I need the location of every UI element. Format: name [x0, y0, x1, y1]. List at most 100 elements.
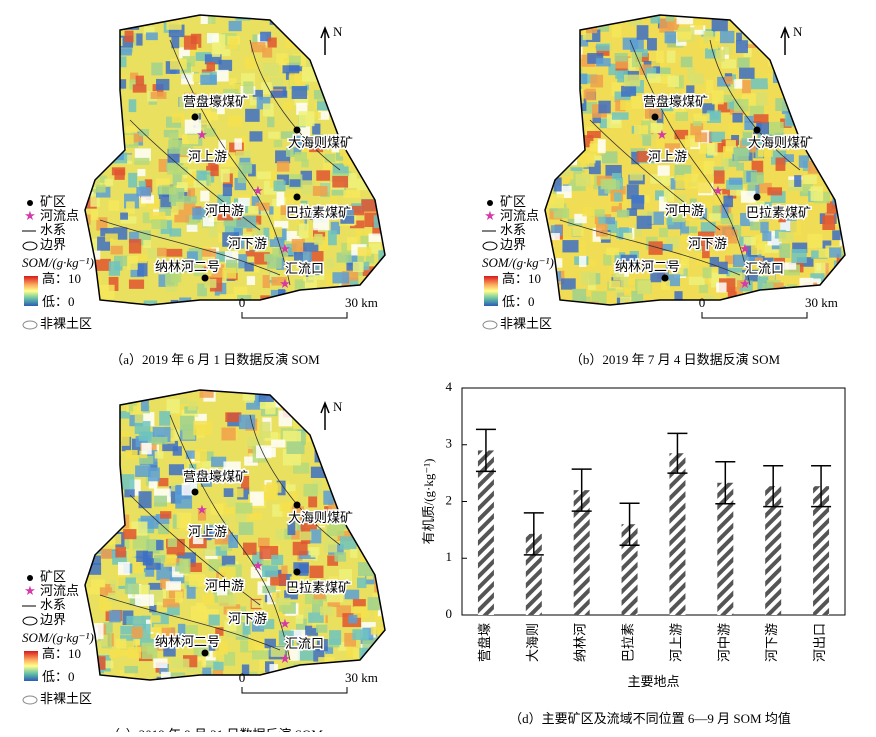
- map-pixel: [167, 538, 177, 547]
- map-pixel: [238, 414, 256, 430]
- map-pixel: [166, 21, 182, 30]
- map-pixel: [313, 41, 325, 52]
- map-pixel: [197, 509, 207, 521]
- map-pixel: [143, 26, 155, 35]
- map-pixel: [350, 548, 358, 558]
- plot-frame: [461, 387, 846, 616]
- map-pixel: [548, 15, 564, 20]
- map-pixel: [282, 502, 292, 518]
- map-pixel: [156, 540, 164, 551]
- map-pixel: [365, 15, 380, 24]
- colorbar: [24, 276, 38, 306]
- map-pixel: [135, 254, 148, 264]
- map-pixel: [263, 447, 276, 458]
- map-pixel: [295, 135, 303, 146]
- map-pixel: [736, 162, 744, 171]
- map-pixel: [96, 184, 106, 193]
- map-pixel: [187, 401, 197, 411]
- map-pixel: [647, 73, 661, 84]
- map-pixel: [749, 103, 764, 117]
- map-pixel: [290, 670, 306, 680]
- map-pixel: [672, 213, 685, 223]
- map-pixel: [803, 175, 817, 184]
- map-pixel: [690, 25, 706, 35]
- map-pixel: [545, 287, 556, 301]
- map-pixel: [216, 251, 233, 262]
- map-pixel: [696, 179, 712, 194]
- map-pixel: [379, 303, 385, 305]
- river: [129, 119, 261, 231]
- map-pixel: [310, 466, 327, 479]
- map-pixel: [115, 79, 127, 89]
- map-pixel: [143, 300, 158, 305]
- map-pixel: [100, 89, 112, 101]
- map-pixel: [296, 409, 312, 418]
- map-pixel: [656, 50, 664, 63]
- map-pixel: [290, 491, 298, 505]
- map-pixel: [357, 501, 370, 516]
- map-pixel: [136, 550, 148, 562]
- map-pixel: [153, 207, 165, 216]
- map-pixel: [659, 100, 674, 112]
- map-pixel: [385, 555, 403, 568]
- x-tick-label: 营盘壕: [477, 623, 492, 662]
- map-pixel: [767, 72, 777, 85]
- map-pixel: [702, 267, 712, 279]
- map-pixel: [362, 86, 378, 96]
- map-pixel: [114, 169, 125, 180]
- map-pixel: [225, 412, 242, 422]
- map-pixel: [388, 445, 404, 453]
- map-pixel: [798, 115, 813, 125]
- map-pixel: [93, 515, 111, 528]
- map-pixel: [550, 140, 565, 154]
- map-pixel: [336, 454, 348, 463]
- map-pixel: [712, 90, 724, 105]
- map-pixel: [88, 437, 100, 453]
- map-pixel: [699, 38, 707, 49]
- map-pixel: [223, 488, 234, 497]
- map-pixel: [109, 534, 122, 545]
- map-pixel: [107, 592, 117, 602]
- map-pixel: [287, 520, 296, 536]
- map-pixel: [178, 47, 190, 59]
- place-label: 河上游: [648, 149, 687, 164]
- map-pixel: [214, 530, 231, 545]
- map-pixel: [260, 82, 272, 95]
- map-pixel: [296, 618, 307, 634]
- map-pixel: [667, 219, 682, 230]
- map-pixel: [340, 215, 355, 224]
- map-pixel: [377, 673, 385, 680]
- map-pixel: [784, 113, 796, 127]
- bar: [621, 524, 638, 615]
- map-pixel: [301, 296, 315, 305]
- map-pixel: [611, 24, 622, 38]
- map-pixel: [365, 275, 382, 290]
- map-pixel: [779, 243, 791, 258]
- map-pixel: [224, 620, 237, 632]
- map-pixel: [308, 496, 318, 508]
- map-pixel: [684, 135, 699, 148]
- map-pixel: [106, 516, 116, 525]
- map-pixel: [215, 48, 231, 57]
- map-pixel: [100, 227, 114, 239]
- map-pixel: [239, 157, 251, 166]
- map-pixel: [553, 208, 570, 219]
- map-pixel: [151, 219, 168, 229]
- map-pixel: [200, 74, 217, 85]
- map-pixel: [172, 172, 182, 186]
- map-pixel: [204, 54, 222, 65]
- map-pixel: [761, 29, 775, 43]
- map-pixel: [114, 255, 128, 267]
- map-pixel: [227, 115, 243, 127]
- map-pixel: [837, 44, 845, 57]
- map-pixel: [371, 477, 385, 495]
- map-pixel: [299, 531, 312, 541]
- map-pixel: [838, 118, 845, 128]
- map-pixel: [705, 48, 720, 59]
- map-pixel: [330, 306, 343, 318]
- map-pixel: [368, 122, 379, 133]
- map-pixel: [85, 393, 94, 407]
- map-pixel: [829, 247, 842, 258]
